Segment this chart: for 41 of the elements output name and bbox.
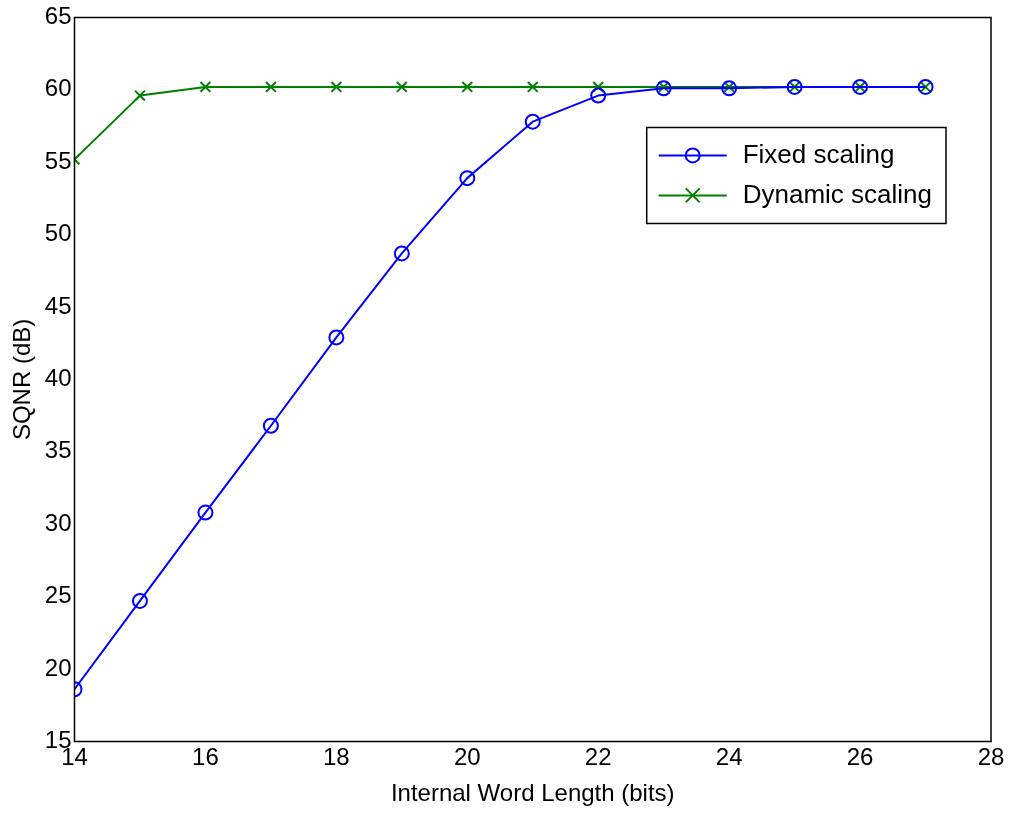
point: [461, 80, 474, 93]
y-tick-label: 55: [44, 146, 72, 174]
legend-label: Fixed scaling: [742, 138, 895, 169]
x-tick-label: 28: [977, 743, 1005, 771]
x-tick-label: 22: [584, 743, 612, 771]
x-tick-label: 24: [715, 743, 743, 771]
point: [590, 87, 607, 104]
point: [330, 80, 343, 93]
point: [723, 80, 736, 93]
y-tick-label: 25: [44, 581, 72, 609]
point: [459, 170, 476, 187]
y-tick-label: 50: [44, 219, 72, 247]
point: [526, 80, 539, 93]
y-axis-title: SQNR (dB): [8, 318, 36, 441]
x-tick-label: 26: [846, 743, 874, 771]
point: [721, 80, 738, 97]
point: [592, 80, 605, 93]
point: [657, 80, 670, 93]
point: [395, 80, 408, 93]
y-tick-label: 30: [44, 508, 72, 536]
point: [131, 592, 148, 609]
y-tick-label: 60: [44, 74, 72, 102]
y-tick-label: 20: [44, 653, 72, 681]
y-tick-label: 40: [44, 364, 72, 392]
point: [197, 504, 214, 521]
x-tick-label: 18: [323, 743, 350, 771]
point: [262, 417, 279, 434]
point: [134, 89, 146, 102]
point: [393, 245, 410, 262]
x-tick-label: 16: [192, 743, 219, 771]
point: [264, 80, 277, 93]
y-tick-label: 65: [44, 2, 72, 30]
x-axis-title: Internal Word Length (bits): [390, 779, 675, 807]
point: [328, 329, 345, 346]
point: [655, 80, 672, 97]
point: [199, 80, 212, 93]
y-tick-label: 45: [44, 291, 72, 319]
point: [524, 113, 541, 130]
y-tick-label: 35: [44, 436, 72, 464]
legend-label: Dynamic scaling: [742, 178, 933, 209]
x-tick-label: 20: [453, 743, 481, 771]
